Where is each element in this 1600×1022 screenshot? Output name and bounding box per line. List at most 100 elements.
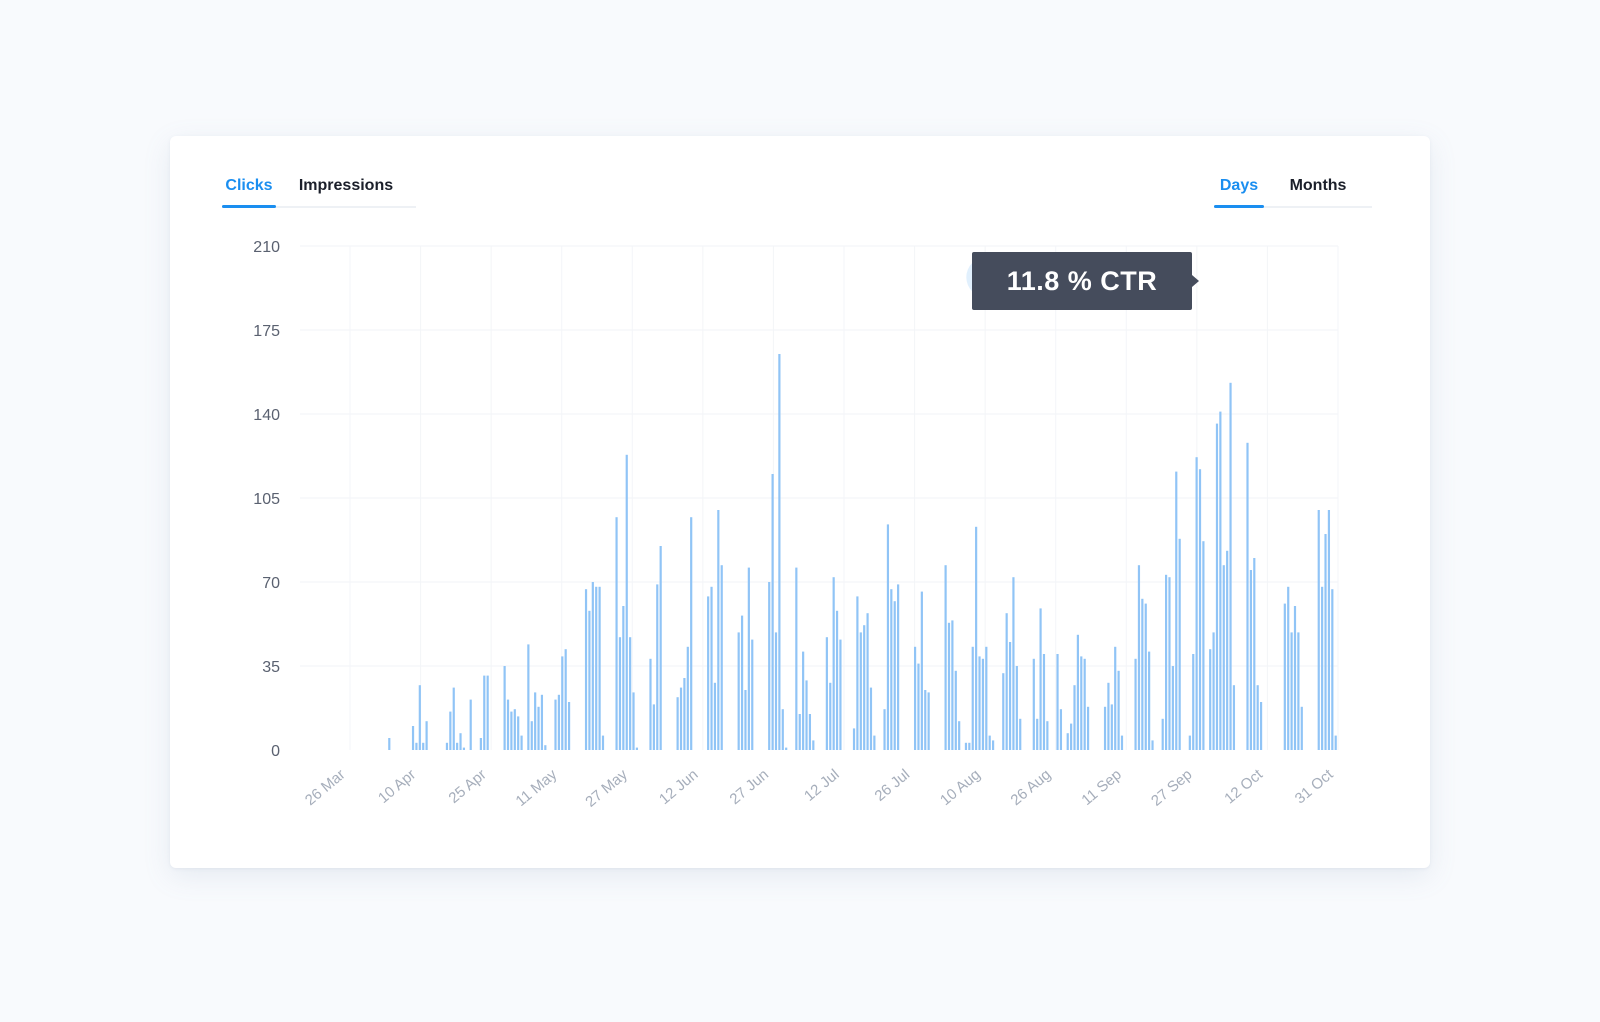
- bar: [544, 745, 547, 750]
- bar: [913, 646, 917, 750]
- bar: [595, 586, 598, 750]
- bar: [411, 726, 415, 750]
- bar: [1005, 613, 1008, 750]
- x-tick-label: 26 Aug: [1008, 766, 1055, 809]
- bar: [883, 709, 886, 750]
- bar: [981, 658, 985, 750]
- bar: [1032, 658, 1035, 750]
- bar: [1046, 721, 1049, 750]
- bar: [1039, 608, 1042, 750]
- bar: [618, 637, 622, 750]
- bar: [422, 742, 425, 750]
- bar: [679, 687, 683, 750]
- bar: [1300, 706, 1303, 750]
- bar: [751, 639, 754, 750]
- bar: [1259, 702, 1263, 750]
- tab-days[interactable]: Days: [1214, 168, 1264, 208]
- bar: [483, 675, 486, 750]
- bar: [1290, 632, 1293, 750]
- bar: [1117, 670, 1120, 750]
- bar: [479, 738, 482, 750]
- bar: [513, 709, 516, 750]
- bar: [388, 738, 391, 750]
- bar: [418, 685, 421, 750]
- bar: [567, 702, 571, 750]
- x-tick-label: 25 Apr: [446, 766, 490, 807]
- bar: [859, 632, 862, 750]
- bar: [1083, 658, 1086, 750]
- bar: [469, 699, 472, 750]
- bar: [676, 697, 679, 750]
- bar: [1008, 642, 1012, 750]
- bar: [1297, 632, 1300, 750]
- x-tick-label: 10 Aug: [937, 766, 984, 809]
- bar: [1327, 510, 1331, 750]
- chart-card: Clicks Impressions Days Months 0 35 70 105 1…: [170, 136, 1430, 868]
- bar: [1073, 685, 1076, 750]
- bar: [1249, 570, 1252, 750]
- bar: [530, 721, 533, 750]
- bar: [768, 582, 771, 750]
- bar: [534, 692, 537, 750]
- bar: [795, 567, 798, 750]
- tab-months[interactable]: Months: [1289, 177, 1347, 194]
- bar: [1331, 589, 1334, 750]
- bar: [625, 454, 628, 750]
- bar: [683, 678, 686, 750]
- x-tick-label: 11 Sep: [1078, 766, 1125, 809]
- bar: [1148, 651, 1151, 750]
- bar: [1253, 558, 1256, 750]
- bar: [964, 742, 968, 750]
- bar: [988, 735, 991, 750]
- bar: [808, 714, 812, 750]
- bar: [1019, 718, 1022, 750]
- bar: [1232, 685, 1236, 750]
- tab-clicks[interactable]: Clicks: [222, 168, 276, 208]
- bar: [1012, 577, 1015, 750]
- bar: [1042, 654, 1046, 750]
- bar: [951, 620, 954, 750]
- y-tick-label: 140: [253, 407, 280, 424]
- bar: [557, 694, 560, 750]
- bar: [897, 584, 900, 750]
- bar: [805, 680, 808, 750]
- metric-tab-bar: Clicks Impressions: [222, 168, 416, 208]
- bar: [686, 646, 689, 750]
- bar: [591, 582, 594, 750]
- tab-impressions[interactable]: Impressions: [298, 177, 394, 194]
- bar: [975, 526, 978, 750]
- bar: [1321, 586, 1324, 750]
- bar: [598, 586, 601, 750]
- bar: [944, 565, 947, 750]
- bar: [740, 615, 744, 750]
- bar: [1015, 666, 1018, 750]
- bar: [1076, 634, 1079, 750]
- bar: [774, 632, 778, 750]
- bar: [1114, 646, 1117, 750]
- bar: [510, 711, 513, 750]
- bar: [1144, 603, 1147, 750]
- bar: [924, 690, 927, 750]
- x-tick-label: 10 Apr: [375, 766, 419, 807]
- bar: [459, 733, 462, 750]
- bar: [1334, 735, 1337, 750]
- bar: [893, 601, 896, 750]
- bar: [622, 606, 625, 750]
- bar: [1226, 550, 1229, 750]
- bar: [1059, 709, 1063, 750]
- bar: [1178, 538, 1181, 750]
- bar: [1195, 457, 1198, 750]
- bar: [1165, 574, 1168, 750]
- bar: [812, 740, 815, 750]
- bar: [971, 646, 974, 750]
- bar: [747, 567, 750, 750]
- bar: [829, 682, 832, 750]
- bar: [456, 742, 459, 750]
- bar: [1141, 598, 1144, 750]
- x-tick-label: 12 Oct: [1221, 766, 1266, 808]
- bar: [1080, 656, 1083, 750]
- bar: [1188, 735, 1191, 750]
- bar: [1202, 541, 1205, 750]
- bar: [1151, 740, 1154, 750]
- y-tick-label: 105: [253, 491, 280, 508]
